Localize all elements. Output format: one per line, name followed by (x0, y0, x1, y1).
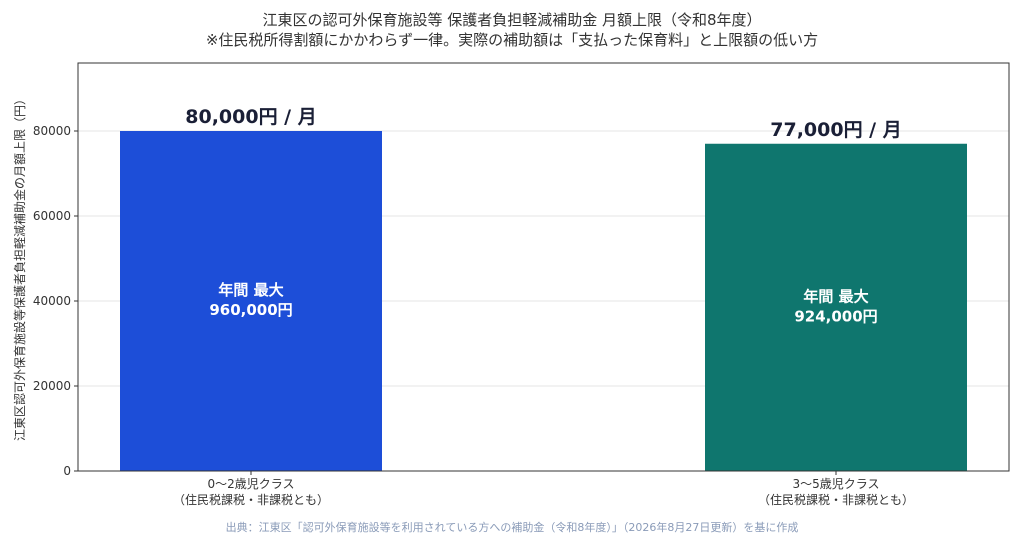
bar (120, 131, 382, 471)
y-tick-label: 0 (63, 464, 71, 478)
y-tick-label: 40000 (33, 294, 71, 308)
y-tick-label: 20000 (33, 379, 71, 393)
y-tick-label: 60000 (33, 209, 71, 223)
bar-value-label: 77,000円 / 月 (770, 119, 902, 141)
chart-title: 江東区の認可外保育施設等 保護者負担軽減補助金 月額上限（令和8年度） (262, 11, 762, 29)
x-tick-label: 0〜2歳児クラス (207, 477, 294, 491)
bar-inner-label: 年間 最大 (803, 287, 868, 305)
plot-frame (77, 62, 1010, 472)
bar-inner-label: 924,000円 (794, 307, 877, 325)
y-axis-label: 江東区認可外保育施設等保護者負担軽減補助金の月額上限（円） (12, 93, 27, 441)
bar (705, 143, 967, 471)
source-note: 出典：江東区「認可外保育施設等を利用されている方への補助金（令和8年度）」（20… (225, 521, 799, 534)
y-tick-label: 80000 (33, 124, 71, 138)
chart-subtitle: ※住民税所得割額にかかわらず一律。実際の補助額は「支払った保育料」と上限額の低い… (205, 31, 819, 49)
x-tick-sublabel: （住民税課税・非課税とも） (758, 492, 914, 507)
x-tick-label: 3〜5歳児クラス (792, 477, 879, 491)
bar-inner-label: 960,000円 (209, 301, 292, 319)
bar-value-label: 80,000円 / 月 (185, 106, 317, 128)
x-tick-sublabel: （住民税課税・非課税とも） (173, 492, 329, 507)
bar-inner-label: 年間 最大 (218, 281, 283, 299)
